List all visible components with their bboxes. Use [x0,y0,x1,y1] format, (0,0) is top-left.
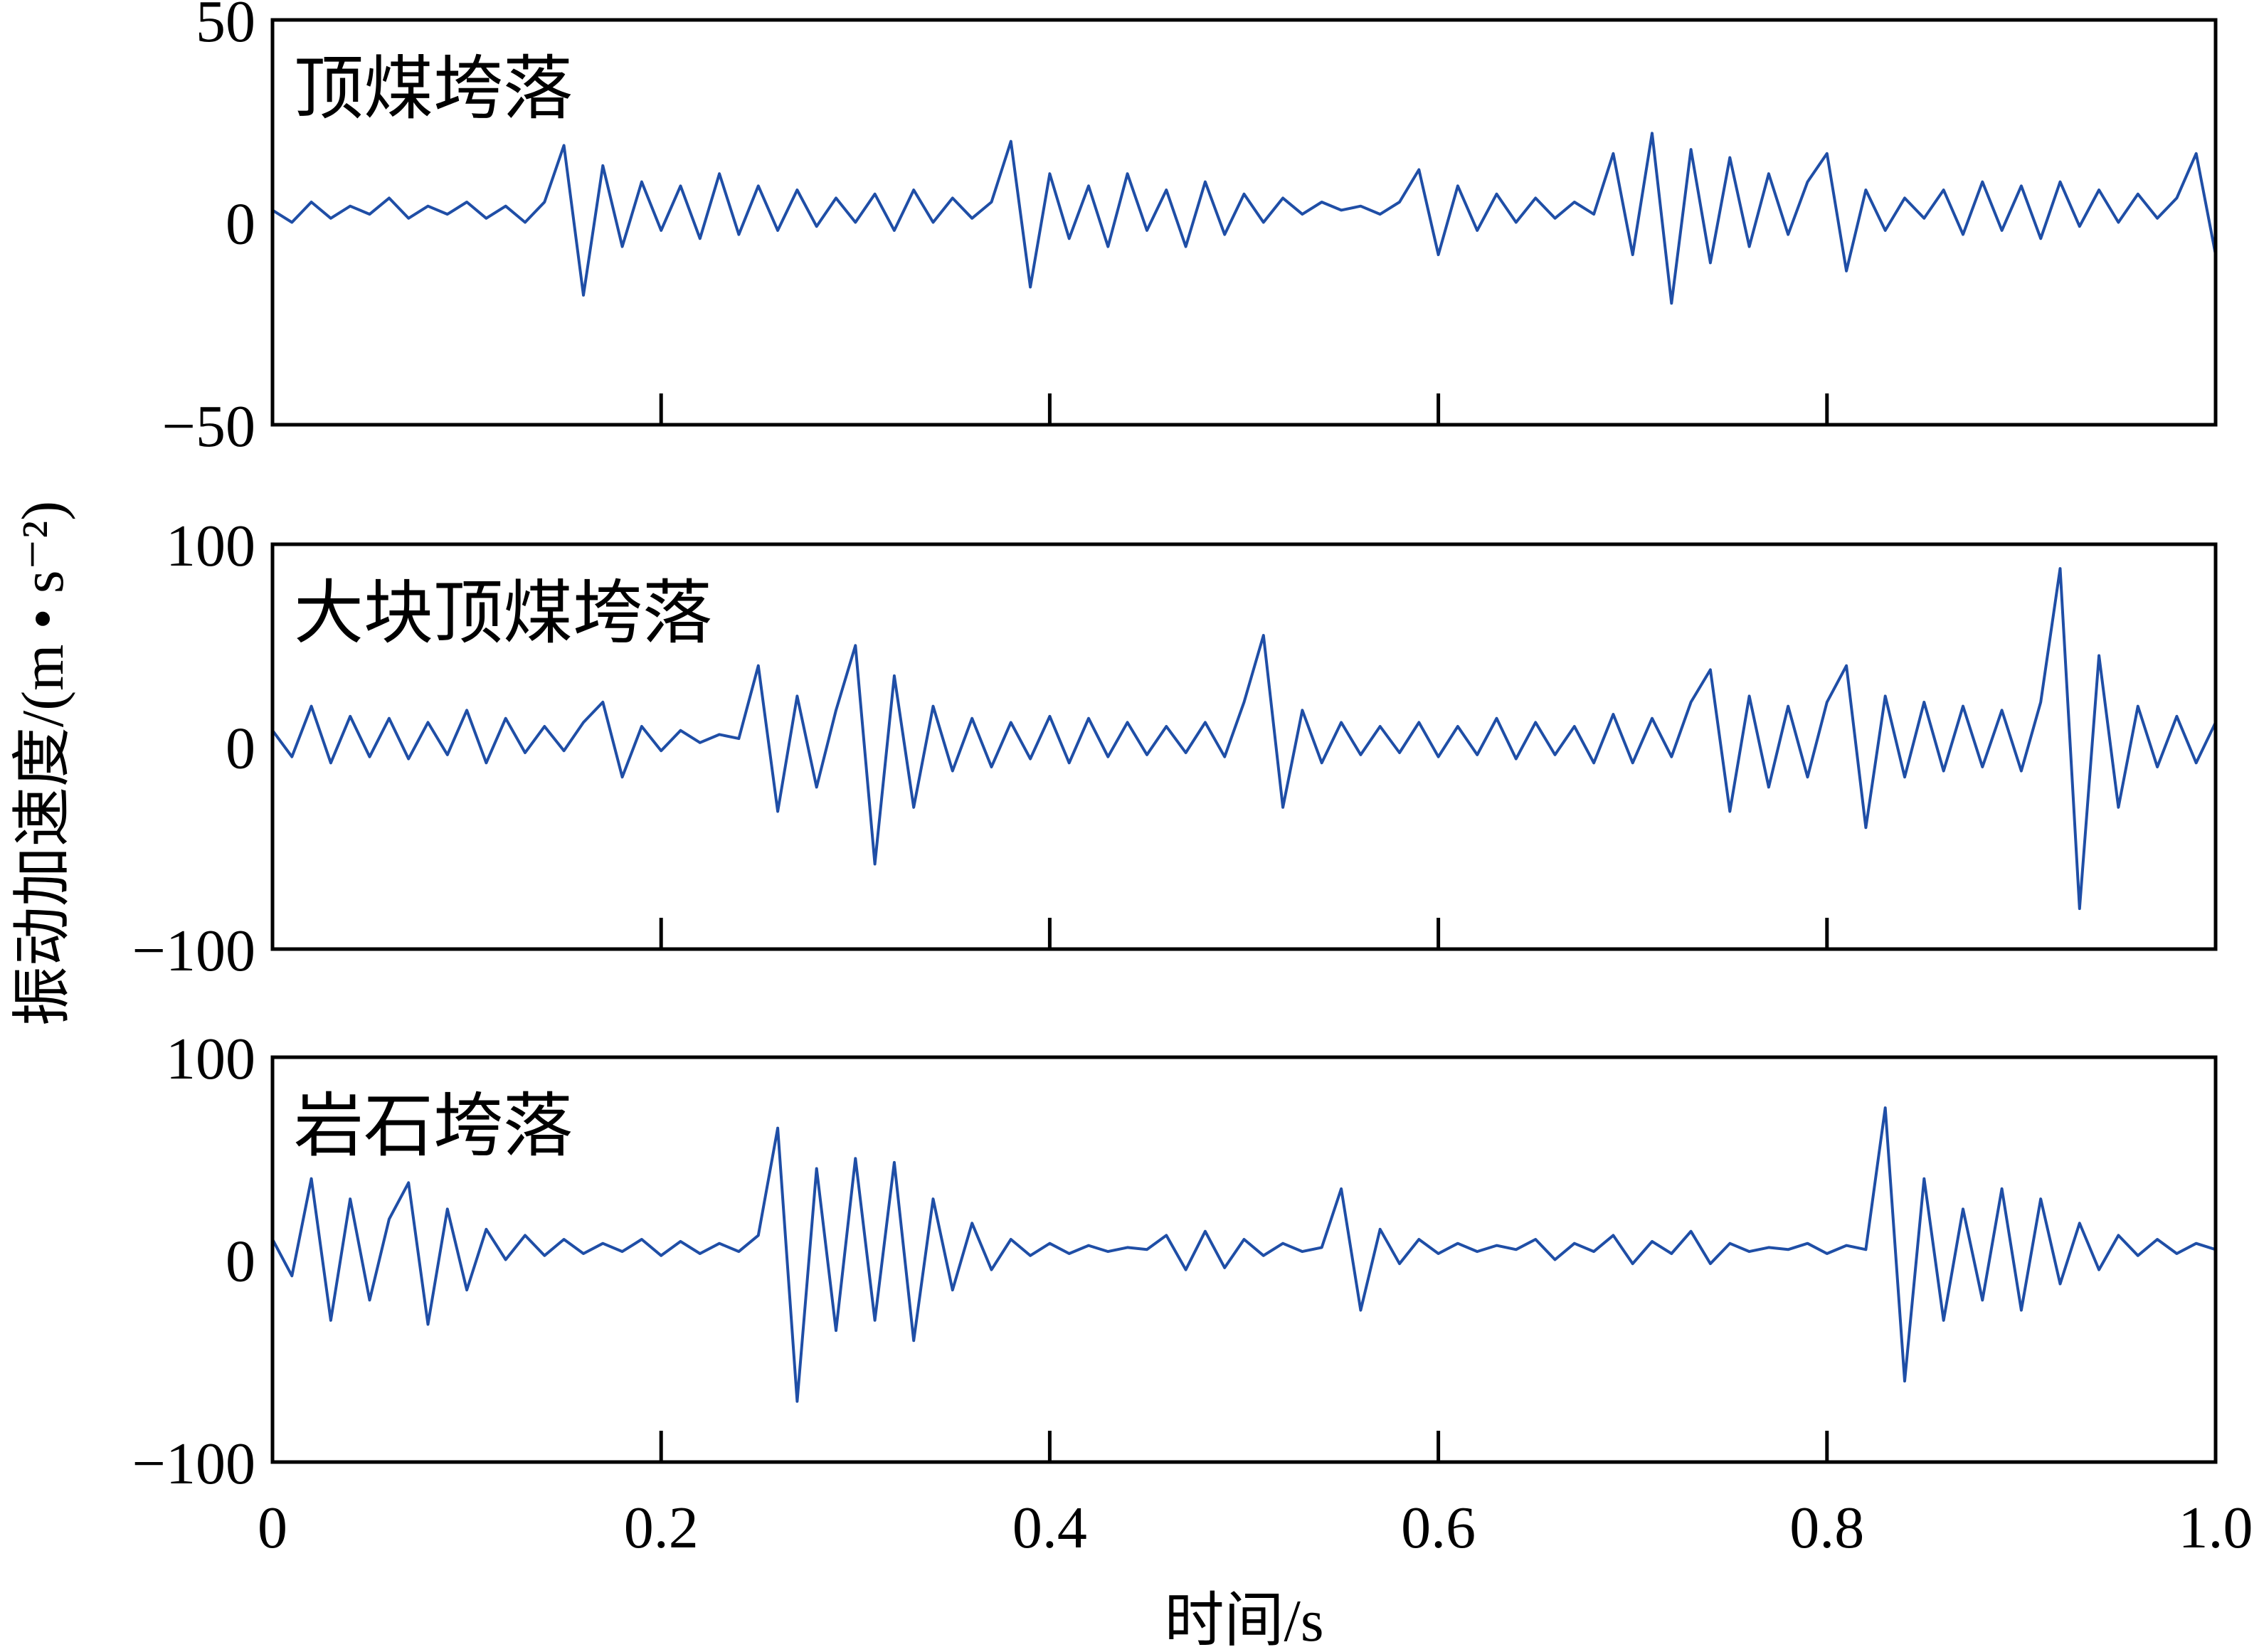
y-tick-label: −100 [132,1431,255,1497]
y-tick-label: 100 [166,513,255,579]
x-tick-label: 0.2 [624,1495,699,1561]
y-tick-label: 100 [166,1026,255,1092]
y-tick-label: −100 [132,918,255,984]
panel-label: 大块顶煤垮落 [294,576,712,652]
x-tick-label: 0.4 [1012,1495,1087,1561]
y-axis-label: 振动加速度/(m • s⁻²) [10,501,76,1026]
y-tick-label: 0 [226,1229,255,1295]
y-tick-label: −50 [162,393,255,460]
x-tick-label: 0.6 [1401,1495,1476,1561]
x-tick-label: 0 [258,1495,287,1561]
y-tick-label: 50 [196,0,255,55]
x-tick-label: 0.8 [1789,1495,1864,1561]
panel-label: 岩石垮落 [294,1089,573,1165]
x-axis-label: 时间/s [1164,1588,1323,1652]
panel-label: 顶煤垮落 [294,51,573,128]
signal-line [271,567,2217,911]
y-tick-label: 0 [226,191,255,258]
signal-line [271,132,2217,305]
y-tick-label: 0 [226,716,255,782]
signal-line [271,1106,2216,1403]
x-tick-label: 1.0 [2179,1495,2253,1561]
